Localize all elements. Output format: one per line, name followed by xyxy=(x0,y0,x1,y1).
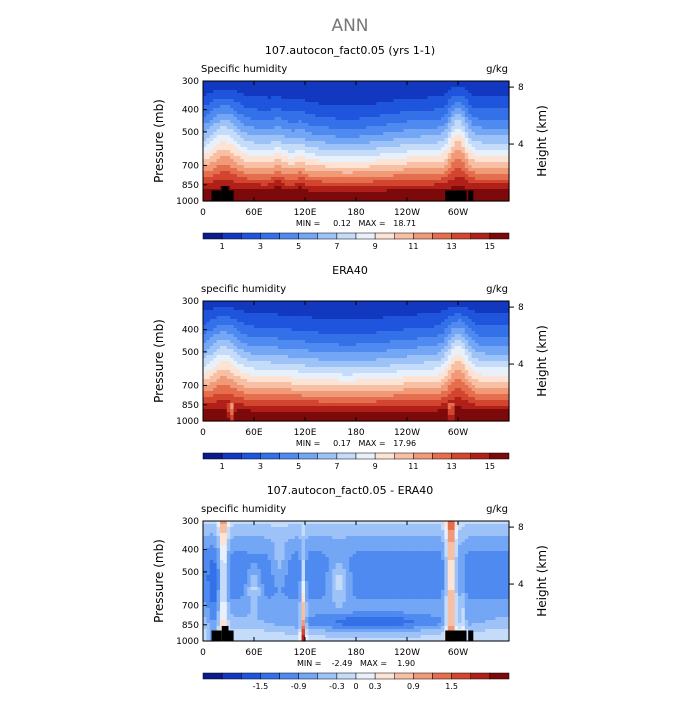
colorbar-label: 13 xyxy=(447,242,457,251)
colorbar-label: 11 xyxy=(408,242,418,251)
panel-model: 107.autocon_fact0.05 (yrs 1-1) Specific … xyxy=(152,44,549,251)
units-label: g/kg xyxy=(486,64,508,75)
page-title: ANN xyxy=(331,16,368,36)
colorbar-label: 3 xyxy=(258,242,263,251)
colorbar-swatch xyxy=(299,233,318,239)
colorbar-swatch xyxy=(280,233,299,239)
colorbar-swatch xyxy=(222,233,241,239)
min-max-text: MIN = 0.12 MAX = 18.71 xyxy=(296,219,416,228)
colorbar-swatch xyxy=(490,233,509,239)
x-tick-label: 60E xyxy=(245,208,262,218)
colorbar-swatch xyxy=(356,233,375,239)
colorbar-swatch xyxy=(413,233,432,239)
colorbar-swatch xyxy=(241,233,260,239)
colorbar-label: 9 xyxy=(373,242,378,251)
colorbar-label: 7 xyxy=(334,242,339,251)
heatmap-cells xyxy=(203,81,510,202)
panel-title: 107.autocon_fact0.05 (yrs 1-1) xyxy=(265,44,435,57)
colorbar-swatch xyxy=(337,233,356,239)
terrain-block xyxy=(468,190,473,201)
heatmap-cells xyxy=(203,301,510,422)
y-tick-label: 300 xyxy=(182,77,199,87)
colorbar-swatch xyxy=(394,233,413,239)
terrain-block xyxy=(445,190,458,201)
units-label: g/kg xyxy=(486,284,508,295)
y-tick-label: 500 xyxy=(182,128,199,138)
terrain-block xyxy=(229,190,234,201)
colorbar-swatch xyxy=(203,233,222,239)
colorbar-swatch xyxy=(375,233,394,239)
x-tick-label: 120E xyxy=(294,208,317,218)
y2-axis-label: Height (km) xyxy=(535,105,549,176)
variable-label: Specific humidity xyxy=(201,64,287,75)
height-tick-label: 8 xyxy=(518,83,524,93)
x-tick-label: 120W xyxy=(394,208,420,218)
y-tick-label: 850 xyxy=(182,181,199,191)
panel-title: ERA40 xyxy=(332,264,368,277)
y-tick-label: 700 xyxy=(182,161,199,171)
colorbar-swatch xyxy=(471,233,490,239)
colorbar-label: 1 xyxy=(220,242,225,251)
terrain-block xyxy=(458,190,467,201)
x-tick-label: 60W xyxy=(448,208,468,218)
terrain-block xyxy=(222,186,229,201)
x-tick-label: 0 xyxy=(200,208,206,218)
colorbar-swatch xyxy=(318,233,337,239)
x-tick-label: 180 xyxy=(347,208,364,218)
y-tick-label: 400 xyxy=(182,106,199,116)
colorbar-label: 5 xyxy=(296,242,301,251)
colorbar-label: 15 xyxy=(485,242,495,251)
y-axis-label: Pressure (mb) xyxy=(152,99,166,183)
plot-area: 0 60E 120E 180 120W 60W 300 400 500 700 850 1000 8 4 xyxy=(176,77,524,218)
terrain-block xyxy=(212,190,222,201)
colorbar-swatch xyxy=(260,233,279,239)
height-tick-label: 4 xyxy=(518,140,524,150)
colorbar-swatch xyxy=(433,233,452,239)
y-tick-label: 1000 xyxy=(176,197,199,207)
colorbar-swatch xyxy=(452,233,471,239)
variable-label: specific humidity xyxy=(201,284,286,295)
